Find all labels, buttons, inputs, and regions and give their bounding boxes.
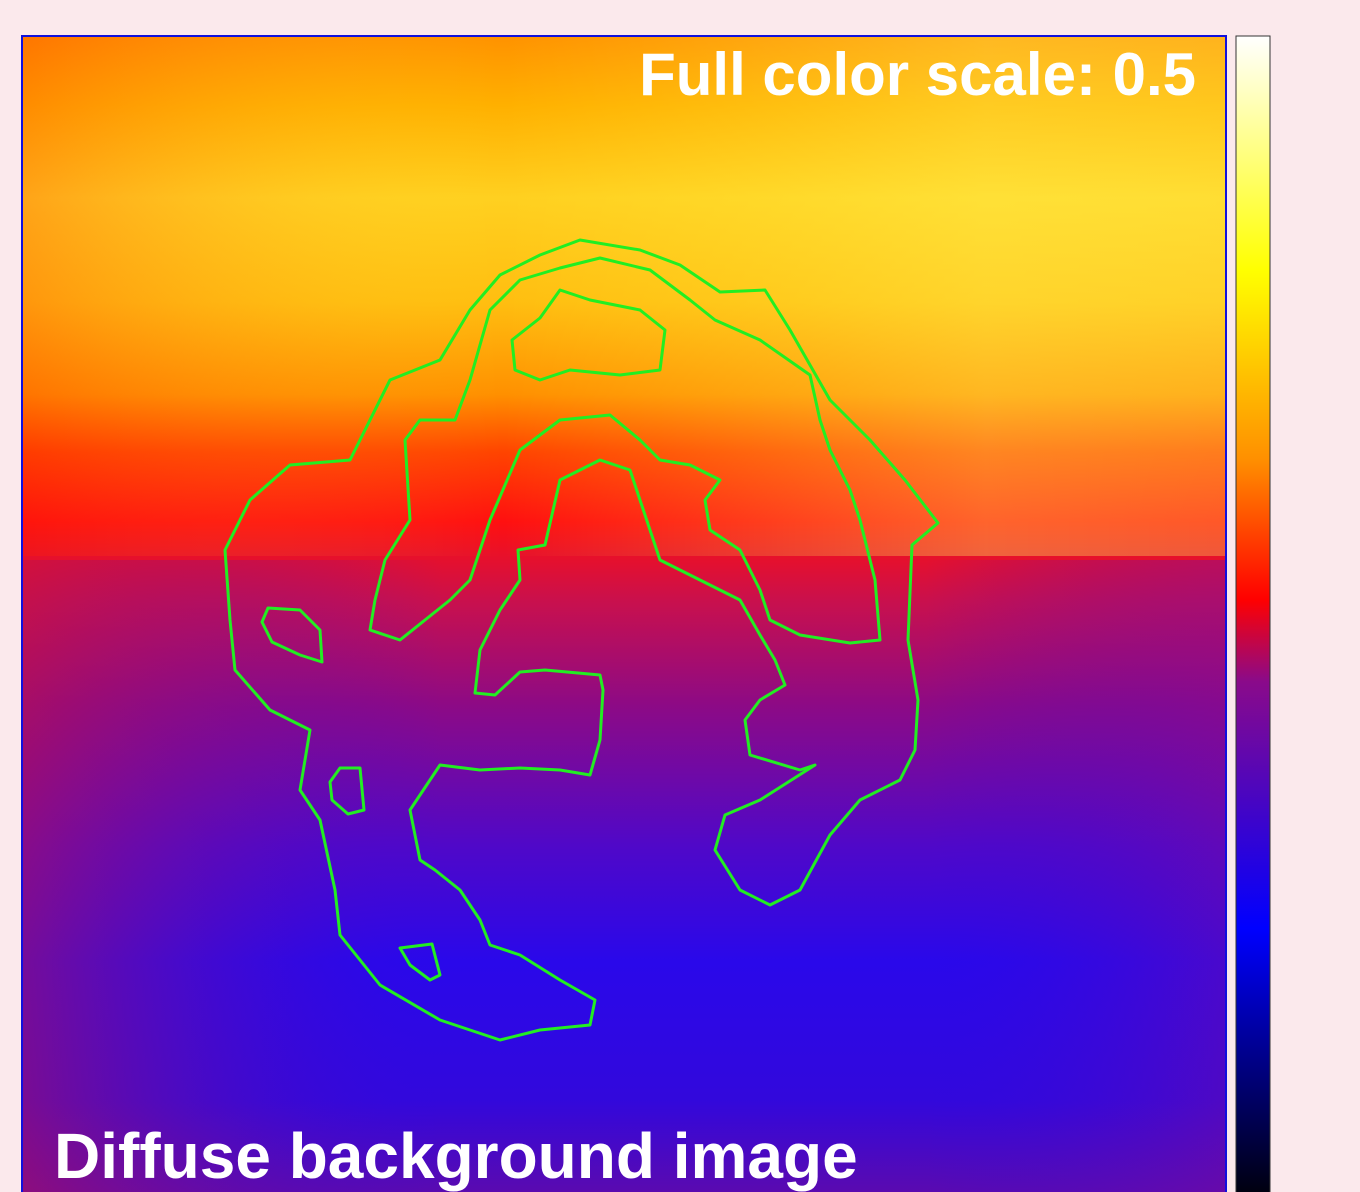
heatmap-shade	[22, 36, 1226, 556]
heatmap-shade	[22, 560, 1226, 1192]
overlay-title: Full color scale: 0.5	[639, 41, 1196, 108]
page: Full color scale: 0.5 Diffuse background…	[0, 0, 1360, 1192]
colorbar	[1236, 36, 1270, 1192]
caption: Diffuse background image	[54, 1120, 858, 1192]
